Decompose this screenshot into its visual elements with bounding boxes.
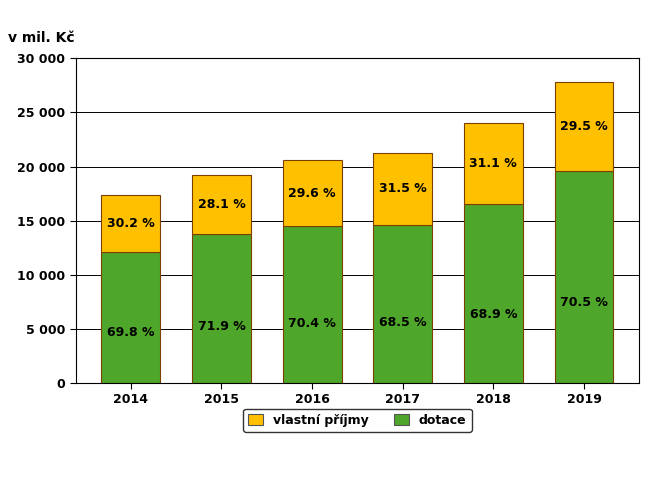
- Bar: [101, 252, 160, 383]
- Text: 68.5 %: 68.5 %: [379, 317, 426, 330]
- Bar: [283, 226, 341, 383]
- Bar: [101, 195, 160, 252]
- Text: 29.5 %: 29.5 %: [560, 120, 608, 133]
- Text: v mil. Kč: v mil. Kč: [9, 31, 75, 45]
- Text: 71.9 %: 71.9 %: [198, 319, 245, 333]
- Bar: [464, 204, 523, 383]
- Text: 31.5 %: 31.5 %: [379, 182, 426, 195]
- Bar: [464, 123, 523, 204]
- Text: 70.4 %: 70.4 %: [288, 317, 336, 330]
- Legend: vlastní příjmy, dotace: vlastní příjmy, dotace: [243, 409, 472, 432]
- Bar: [192, 175, 251, 234]
- Bar: [373, 152, 432, 225]
- Text: 70.5 %: 70.5 %: [560, 296, 608, 309]
- Bar: [373, 225, 432, 383]
- Text: 68.9 %: 68.9 %: [470, 308, 517, 321]
- Text: 30.2 %: 30.2 %: [107, 217, 155, 229]
- Bar: [192, 234, 251, 383]
- Bar: [555, 82, 613, 171]
- Text: 28.1 %: 28.1 %: [198, 198, 245, 211]
- Text: 69.8 %: 69.8 %: [107, 326, 154, 339]
- Bar: [283, 160, 341, 226]
- Text: 31.1 %: 31.1 %: [470, 157, 517, 170]
- Text: 29.6 %: 29.6 %: [288, 186, 336, 199]
- Bar: [555, 171, 613, 383]
